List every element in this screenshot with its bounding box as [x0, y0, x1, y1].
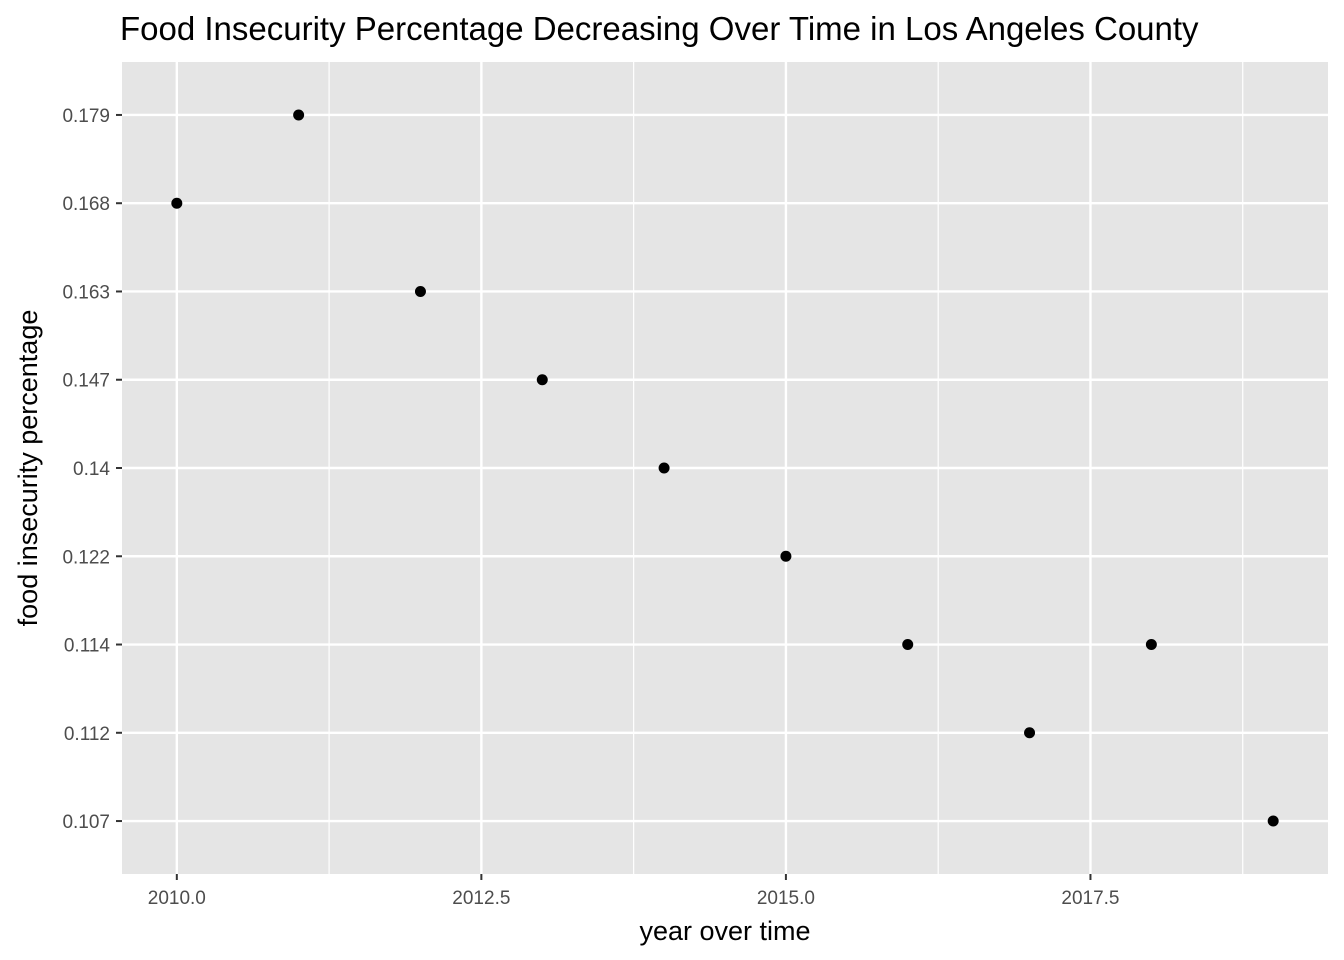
y-tick-label: 0.168	[62, 194, 110, 215]
x-tick-label: 2012.5	[452, 888, 510, 909]
data-point	[293, 109, 305, 121]
data-point	[902, 639, 914, 651]
data-point	[1024, 727, 1036, 739]
x-axis: 2010.0 2012.5 2015.0 2017.5	[148, 874, 1120, 909]
x-axis-title: year over time	[639, 916, 810, 946]
x-tick-label: 2010.0	[148, 888, 206, 909]
y-tick-label: 0.114	[64, 636, 111, 657]
data-point	[1145, 639, 1157, 651]
x-tick-label: 2015.0	[757, 888, 815, 909]
y-tick-label: 0.122	[62, 547, 110, 568]
y-tick-label: 0.112	[64, 724, 110, 745]
data-point	[1267, 815, 1279, 827]
data-point	[536, 374, 548, 386]
data-point	[780, 550, 792, 562]
chart-title: Food Insecurity Percentage Decreasing Ov…	[120, 10, 1199, 47]
data-point	[414, 285, 426, 297]
data-point	[171, 197, 183, 209]
y-tick-label: 0.147	[62, 371, 110, 392]
y-tick-label: 0.179	[62, 106, 110, 127]
y-tick-label: 0.107	[62, 812, 110, 833]
y-tick-label: 0.14	[73, 459, 110, 480]
y-axis: 0.107 0.112 0.114 0.122 0.14 0.147 0.163 0.168 0…	[62, 106, 122, 833]
y-axis-title: food insecurity percentage	[13, 310, 43, 627]
major-gridlines	[122, 62, 1328, 874]
x-tick-label: 2017.5	[1061, 888, 1119, 909]
y-tick-label: 0.163	[62, 282, 110, 303]
data-point	[658, 462, 670, 474]
data-points	[171, 109, 1279, 827]
